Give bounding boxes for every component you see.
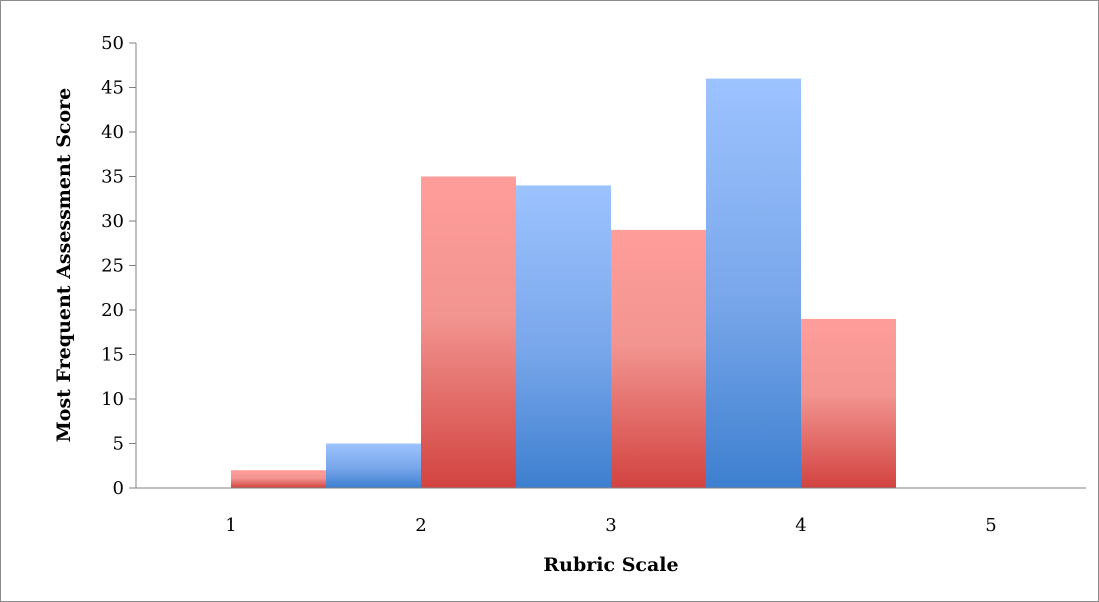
axes-layer bbox=[129, 42, 1086, 489]
y-tick-label: 45 bbox=[101, 78, 124, 99]
x-tick-label: 1 bbox=[225, 515, 236, 536]
x-tick-label: 3 bbox=[605, 515, 616, 536]
y-tick-label: 35 bbox=[101, 167, 124, 188]
bar-blue-6 bbox=[706, 78, 801, 488]
bar-red-7 bbox=[801, 318, 896, 488]
y-tick-label: 0 bbox=[113, 478, 124, 499]
bar-red-5 bbox=[611, 229, 706, 488]
y-tick-label: 40 bbox=[101, 122, 124, 143]
y-tick-label: 25 bbox=[101, 256, 124, 277]
y-axis-title: Most Frequent Assessment Score bbox=[53, 88, 75, 443]
bar-blue-4 bbox=[516, 185, 611, 488]
y-tick-label: 5 bbox=[113, 434, 124, 455]
bars-layer bbox=[231, 78, 896, 488]
x-tick-label: 4 bbox=[795, 515, 806, 536]
bar-blue-2 bbox=[326, 443, 421, 488]
x-tick-label: 2 bbox=[415, 515, 426, 536]
y-tick-label: 15 bbox=[101, 345, 124, 366]
bar-red-3 bbox=[421, 176, 516, 488]
y-tick-label: 30 bbox=[101, 211, 124, 232]
x-axis-title: Rubric Scale bbox=[543, 554, 678, 576]
y-tick-label: 50 bbox=[101, 33, 124, 54]
bar-red-1 bbox=[231, 470, 326, 488]
x-tick-label: 5 bbox=[985, 515, 996, 536]
y-tick-label: 10 bbox=[101, 389, 124, 410]
y-tick-label: 20 bbox=[101, 300, 124, 321]
